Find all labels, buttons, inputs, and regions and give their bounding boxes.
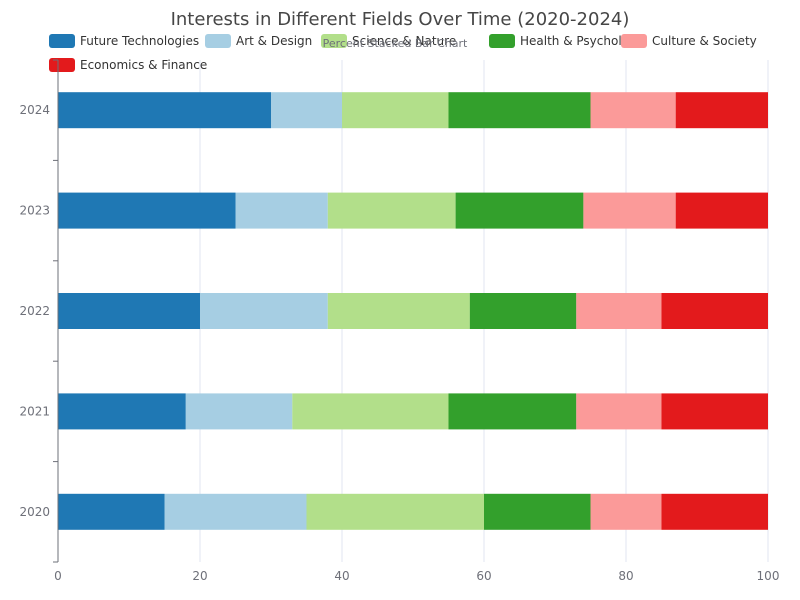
axes: 0 20 40 60 80 100 2020 2021 2022 2023 2024 (19, 59, 780, 583)
x-tick-label: 60 (476, 569, 491, 583)
bar-segment[interactable] (271, 92, 342, 129)
legend-item[interactable]: Health & Psychology (489, 34, 644, 48)
x-tick-label: 20 (192, 569, 207, 583)
y-tick-label: 2020 (19, 505, 50, 519)
legend-swatch (489, 34, 515, 48)
legend-item[interactable]: Economics & Finance (49, 58, 207, 72)
legend-swatch (49, 34, 75, 48)
bar-segment[interactable] (164, 493, 307, 530)
bar-segment[interactable] (342, 92, 449, 129)
bar-segment[interactable] (661, 393, 769, 430)
bar-segment[interactable] (292, 393, 449, 430)
x-tick-label: 40 (334, 569, 349, 583)
legend-label: Science & Nature (352, 34, 456, 48)
bar-segment[interactable] (58, 493, 165, 530)
legend-swatch (205, 34, 231, 48)
legend: Future Technologies Art & Design Science &… (49, 34, 757, 72)
y-tick-label: 2022 (19, 304, 50, 318)
bar-segment[interactable] (675, 192, 768, 229)
legend-item[interactable]: Art & Design (205, 34, 312, 48)
legend-item[interactable]: Science & Nature (321, 34, 456, 48)
bar-segment[interactable] (661, 493, 769, 530)
y-tick-label: 2024 (19, 103, 50, 117)
bar-segment[interactable] (675, 92, 768, 129)
bar-segment[interactable] (327, 293, 470, 329)
legend-swatch (321, 34, 347, 48)
legend-item[interactable]: Future Technologies (49, 34, 199, 48)
bar-segment[interactable] (58, 92, 271, 129)
x-tick-label: 100 (757, 569, 780, 583)
legend-label: Health & Psychology (520, 34, 644, 48)
bar-segment[interactable] (448, 393, 577, 430)
bar-segment[interactable] (661, 293, 769, 329)
chart-subtitle: Percent Stacked Bar Chart (323, 37, 468, 50)
bar-segment[interactable] (58, 192, 236, 229)
legend-swatch (49, 58, 75, 72)
legend-swatch (621, 34, 647, 48)
bar-segment[interactable] (469, 293, 577, 329)
bar-segment[interactable] (306, 493, 485, 530)
bar-segment[interactable] (200, 293, 328, 329)
legend-label: Culture & Society (652, 34, 757, 48)
bar-segment[interactable] (58, 293, 200, 329)
bar-segment[interactable] (576, 293, 662, 329)
chart-title: Interests in Different Fields Over Time … (171, 9, 630, 30)
bar-segment[interactable] (590, 92, 676, 129)
bar-segment[interactable] (185, 393, 293, 430)
legend-label: Economics & Finance (80, 58, 207, 72)
bar-segment[interactable] (484, 493, 591, 530)
legend-label: Future Technologies (80, 34, 199, 48)
x-tick-label: 0 (54, 569, 62, 583)
bars (58, 92, 768, 530)
bar-segment[interactable] (448, 92, 591, 129)
bar-segment[interactable] (58, 393, 186, 430)
bar-segment[interactable] (455, 192, 584, 229)
bar-segment[interactable] (327, 192, 456, 229)
bar-segment[interactable] (583, 192, 676, 229)
y-tick-label: 2023 (19, 204, 50, 218)
bar-segment[interactable] (576, 393, 662, 430)
bar-segment[interactable] (590, 493, 662, 530)
x-tick-label: 80 (618, 569, 633, 583)
legend-label: Art & Design (236, 34, 312, 48)
bar-segment[interactable] (235, 192, 328, 229)
y-tick-label: 2021 (19, 404, 50, 418)
legend-item[interactable]: Culture & Society (621, 34, 757, 48)
